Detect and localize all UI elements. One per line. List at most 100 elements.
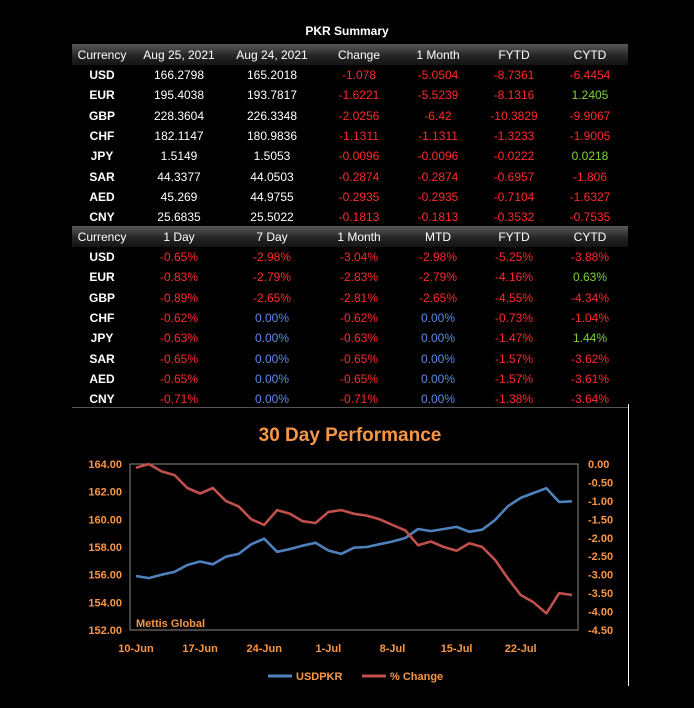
y-right-tick-label: -1.00 — [588, 496, 613, 508]
column-header: 1 Month — [400, 44, 476, 65]
currency-code: AED — [89, 371, 115, 386]
table-cell: -2.79% — [418, 270, 458, 285]
table-cell: 195.4038 — [153, 88, 205, 103]
y-right-tick-label: 0.00 — [588, 459, 609, 471]
table-cell: 0.63% — [572, 270, 608, 285]
column-header: CYTD — [552, 44, 628, 65]
table-cell: 165.2018 — [246, 68, 298, 83]
table-cell: 25.6835 — [157, 210, 201, 225]
table-cell: -2.98% — [252, 250, 292, 265]
table-row: CNY -0.71% 0.00% -0.71% 0.00% -1.38% -3.64% — [72, 389, 628, 409]
currency-code: JPY — [90, 331, 114, 346]
table-row: USD 166.2798 165.2018 -1.078 -5.0504 -8.7361 -… — [72, 65, 628, 85]
table-cell: -0.0222 — [493, 149, 535, 164]
table-cell: -0.65% — [339, 351, 379, 366]
currency-code: USD — [89, 68, 115, 83]
column-header: MTD — [400, 226, 476, 247]
y-right-tick-label: -1.50 — [588, 514, 613, 526]
table-cell: -0.2874 — [417, 169, 459, 184]
table-cell: -2.0256 — [338, 108, 380, 123]
column-header: 1 Month — [318, 226, 400, 247]
table-cell: -10.3829 — [490, 108, 538, 123]
table-cell: -9.9067 — [569, 108, 611, 123]
table-cell: -3.61% — [570, 371, 610, 386]
table-cell: -0.83% — [159, 270, 199, 285]
table-row: SAR 44.3377 44.0503 -0.2874 -0.2874 -0.6957 -1… — [72, 166, 628, 186]
table-cell: -2.79% — [252, 270, 292, 285]
column-header: 1 Day — [132, 226, 226, 247]
column-header: Change — [318, 44, 400, 65]
currency-code: CHF — [89, 129, 115, 144]
table-cell: 0.00% — [420, 351, 456, 366]
column-header: Currency — [72, 226, 132, 247]
table-cell: -0.65% — [159, 371, 199, 386]
series-lines — [135, 462, 573, 615]
table-cell: -4.16% — [494, 270, 534, 285]
column-header: FYTD — [476, 226, 552, 247]
table-cell: 25.5022 — [250, 210, 294, 225]
chart-title: 30 Day Performance — [259, 425, 442, 446]
table-cell: -2.65% — [418, 290, 458, 305]
currency-code: EUR — [89, 88, 115, 103]
column-header: Aug 24, 2021 — [226, 44, 318, 65]
table-cell: -4.55% — [494, 290, 534, 305]
y-left-tick-label: 164.00 — [88, 459, 122, 471]
table-cell: -0.73% — [494, 311, 534, 326]
x-tick-label: 15-Jul — [441, 643, 473, 655]
watermark: Mettis Global — [136, 618, 205, 630]
x-tick-label: 1-Jul — [316, 643, 342, 655]
table-cell: -2.83% — [339, 270, 379, 285]
table-row: JPY -0.63% 0.00% -0.63% 0.00% -1.47% 1.44% — [72, 328, 628, 348]
y-right-tick-label: -2.00 — [588, 533, 613, 545]
y-right-tick-label: -4.00 — [588, 607, 613, 619]
y-left-tick-label: 152.00 — [88, 625, 122, 637]
table-cell: 166.2798 — [153, 68, 205, 83]
percent-change-table: Currency 1 Day 7 Day 1 Month MTD FYTD CYTD USD… — [72, 226, 628, 409]
rates-table-header: Currency Aug 25, 2021 Aug 24, 2021 Change 1 … — [72, 44, 628, 65]
table-row: USD -0.65% -2.98% -3.04% -2.98% -5.25% -3.88% — [72, 247, 628, 267]
table-cell: -6.42 — [424, 108, 452, 123]
table-cell: -0.62% — [339, 311, 379, 326]
table-cell: -1.078 — [341, 68, 377, 83]
table-row: SAR -0.65% 0.00% -0.65% 0.00% -1.57% -3.62% — [72, 348, 628, 368]
y-left-tick-label: 158.00 — [88, 542, 122, 554]
table-cell: -1.47% — [494, 331, 534, 346]
table-cell: 226.3348 — [246, 108, 298, 123]
y-right-tick-label: -3.00 — [588, 570, 613, 582]
x-tick-label: 10-Jun — [118, 643, 154, 655]
table-cell: 228.3604 — [153, 108, 205, 123]
currency-code: EUR — [89, 270, 115, 285]
table-cell: -1.6221 — [338, 88, 380, 103]
table-cell: 44.9755 — [250, 189, 294, 204]
table-cell: -2.98% — [418, 250, 458, 265]
table-cell: -1.57% — [494, 371, 534, 386]
table-cell: -1.3233 — [493, 129, 535, 144]
table-cell: 193.7817 — [246, 88, 298, 103]
table-row: CHF -0.62% 0.00% -0.62% 0.00% -0.73% -1.04% — [72, 308, 628, 328]
table-cell: -0.7104 — [493, 189, 535, 204]
table-cell: 0.00% — [420, 392, 456, 407]
table-cell: 180.9836 — [246, 129, 298, 144]
table-row: CHF 182.1147 180.9836 -1.1311 -1.1311 -1.3233… — [72, 126, 628, 146]
table-cell: -0.63% — [339, 331, 379, 346]
table-cell: -1.6327 — [569, 189, 611, 204]
table-cell: 0.00% — [420, 311, 456, 326]
table-cell: -8.7361 — [493, 68, 535, 83]
x-tick-label: 22-Jul — [505, 643, 537, 655]
y-left-tick-label: 162.00 — [88, 487, 122, 499]
table-cell: -0.3532 — [493, 210, 535, 225]
table-cell: -5.5239 — [417, 88, 459, 103]
y-left-tick-label: 160.00 — [88, 514, 122, 526]
y-right-tick-label: -3.50 — [588, 588, 613, 600]
table-cell: -0.71% — [339, 392, 379, 407]
table-cell: -2.81% — [339, 290, 379, 305]
table-cell: -0.63% — [159, 331, 199, 346]
divider-line-vertical — [628, 404, 629, 686]
currency-code: SAR — [89, 169, 115, 184]
table-cell: -5.0504 — [417, 68, 459, 83]
column-header: 7 Day — [226, 226, 318, 247]
table-cell: -0.65% — [159, 250, 199, 265]
table-cell: 0.00% — [254, 371, 290, 386]
table-row: AED -0.65% 0.00% -0.65% 0.00% -1.57% -3.61% — [72, 369, 628, 389]
table-cell: 1.5149 — [160, 149, 198, 164]
